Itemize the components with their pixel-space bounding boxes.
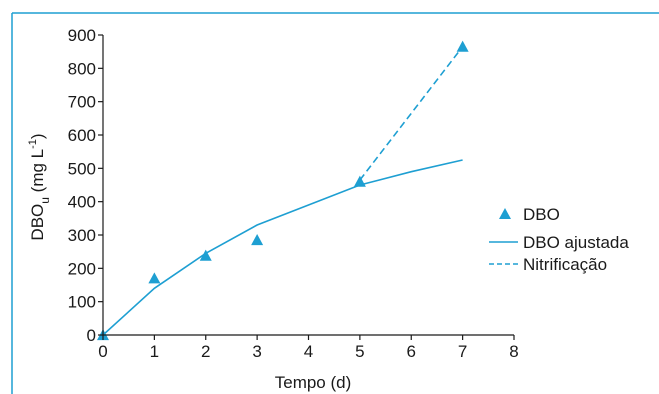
data-point-triangle (199, 249, 212, 261)
y-tick-label: 200 (68, 259, 96, 278)
y-tick-label: 300 (68, 226, 96, 245)
legend-label-nitrificacao: Nitrificação (523, 255, 607, 274)
x-tick-label: 2 (201, 342, 210, 361)
x-tick-label: 6 (407, 342, 416, 361)
series-line-nitrificacao (359, 46, 464, 181)
y-axis-title-main: DBO (28, 204, 47, 241)
data-point-triangle (251, 234, 264, 246)
y-tick-label: 100 (68, 293, 96, 312)
x-tick-label: 1 (150, 342, 159, 361)
y-tick-label: 900 (68, 26, 96, 45)
x-axis-title: Tempo (d) (275, 373, 352, 392)
y-tick-label: 400 (68, 193, 96, 212)
y-tick-label: 0 (87, 326, 96, 345)
x-tick-label: 3 (252, 342, 261, 361)
y-tick-label: 800 (68, 59, 96, 78)
data-point-triangle (353, 175, 366, 187)
y-tick-label: 700 (68, 93, 96, 112)
y-axis-title: DBOu (mg L-1) (27, 133, 52, 240)
axes: 0 1 2 3 4 5 6 7 8 0 100 200 300 400 500 600 700 800 900 (68, 26, 519, 361)
legend-label-dbo: DBO (523, 205, 560, 224)
legend-label-dbo-ajustada: DBO ajustada (523, 233, 629, 252)
x-tick-label: 4 (304, 342, 313, 361)
y-axis-title-unit-sup: -1 (27, 139, 39, 149)
y-axis-title-unit-close: ) (28, 133, 47, 139)
x-tick-label: 5 (355, 342, 364, 361)
plot-area (97, 40, 469, 341)
data-point-triangle (456, 40, 469, 52)
y-axis-title-unit-open: (mg L (28, 149, 47, 197)
data-point-triangle (148, 272, 161, 284)
x-tick-label: 0 (98, 342, 107, 361)
y-tick-label: 500 (68, 159, 96, 178)
x-tick-label: 8 (509, 342, 518, 361)
legend: DBO DBO ajustada Nitrificação (489, 205, 629, 274)
series-line-dbo-ajustada (102, 159, 463, 336)
y-axis-title-subscript: u (38, 197, 52, 204)
y-tick-label: 600 (68, 126, 96, 145)
legend-triangle-marker (499, 208, 511, 219)
x-tick-label: 7 (458, 342, 467, 361)
